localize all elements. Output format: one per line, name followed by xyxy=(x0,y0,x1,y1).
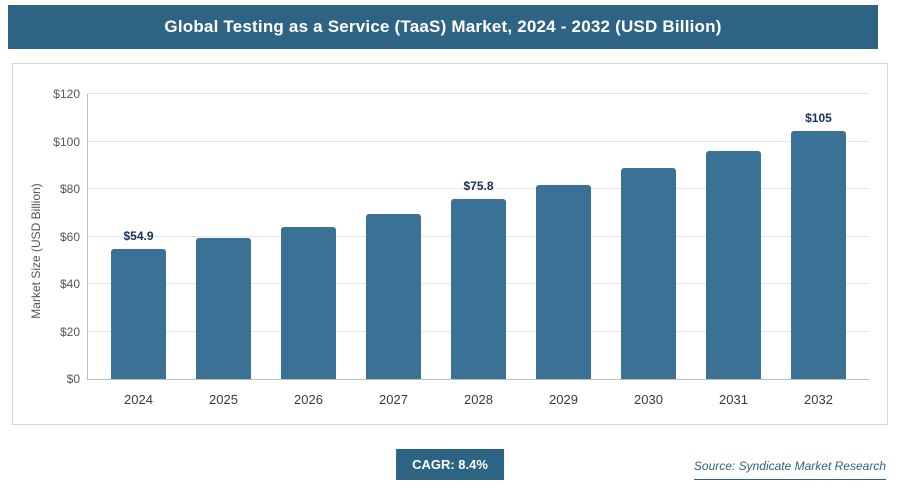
plot-area: $0 $20 $40 $60 $80 $100 $120 $54.9 2024 2025 2026 2… xyxy=(53,87,869,407)
bar-slot: 2030 xyxy=(606,94,691,407)
page: Global Testing as a Service (TaaS) Marke… xyxy=(0,5,900,500)
bar-2025[interactable] xyxy=(196,238,251,379)
bar-value-label: $75.8 xyxy=(463,178,494,193)
bar-2030[interactable] xyxy=(621,168,676,379)
bar-2024[interactable]: $54.9 xyxy=(111,229,166,379)
x-axis-tick-label: 2032 xyxy=(804,392,833,407)
x-axis-tick-label: 2031 xyxy=(719,392,748,407)
y-axis-tick-label: $0 xyxy=(66,372,80,386)
bar-slot: 2026 xyxy=(266,94,351,407)
bar-2027[interactable] xyxy=(366,213,421,379)
chart-title: Global Testing as a Service (TaaS) Marke… xyxy=(164,17,722,36)
source-text: Source: Syndicate Market Research xyxy=(693,459,886,480)
bar-slot: 2029 xyxy=(521,94,606,407)
bar-2031[interactable] xyxy=(706,151,761,379)
x-axis-tick-label: 2030 xyxy=(634,392,663,407)
x-axis-tick-label: 2027 xyxy=(379,392,408,407)
y-axis-tick-label: $120 xyxy=(53,87,80,101)
bar-slot: 2025 xyxy=(181,94,266,407)
bar-value-label: $105 xyxy=(805,110,832,125)
x-axis-tick-label: 2026 xyxy=(294,392,323,407)
bar-2032[interactable]: $105 xyxy=(791,111,846,379)
x-axis-tick-label: 2028 xyxy=(464,392,493,407)
gridline xyxy=(88,140,869,142)
chart-frame: Market Size (USD Billion) $0 $20 $40 $60 $80… xyxy=(12,63,888,425)
bar-slot: $75.8 2028 xyxy=(436,94,521,407)
x-axis-tick-label: 2025 xyxy=(209,392,238,407)
bar-slot: $54.9 2024 xyxy=(96,94,181,407)
bar-2026[interactable] xyxy=(281,226,336,379)
footer: CAGR: 8.4% Source: Syndicate Market Rese… xyxy=(0,447,900,495)
x-axis-tick-label: 2029 xyxy=(549,392,578,407)
bar-2028[interactable]: $75.8 xyxy=(451,179,506,379)
y-axis-tick-label: $20 xyxy=(59,324,80,339)
y-axis-tick-label: $100 xyxy=(53,134,80,149)
bar-2029[interactable] xyxy=(536,184,591,379)
y-axis-tick-label: $40 xyxy=(59,277,80,291)
bar-slot: 2027 xyxy=(351,94,436,407)
gridline xyxy=(88,93,869,94)
chart-title-bar: Global Testing as a Service (TaaS) Marke… xyxy=(8,5,878,49)
y-axis-tick-label: $80 xyxy=(59,182,80,196)
bars-container: $54.9 2024 2025 2026 2027 $75.8 2028 2029 2030 20… xyxy=(88,94,869,407)
gridline xyxy=(88,188,869,189)
bar-slot: $105 2032 xyxy=(776,94,861,407)
bar-value-label: $54.9 xyxy=(123,228,154,243)
bar-slot: 2031 xyxy=(691,94,776,407)
y-axis-tick-label: $60 xyxy=(59,229,80,244)
cagr-badge: CAGR: 8.4% xyxy=(396,449,504,480)
x-axis-tick-label: 2024 xyxy=(124,392,153,407)
